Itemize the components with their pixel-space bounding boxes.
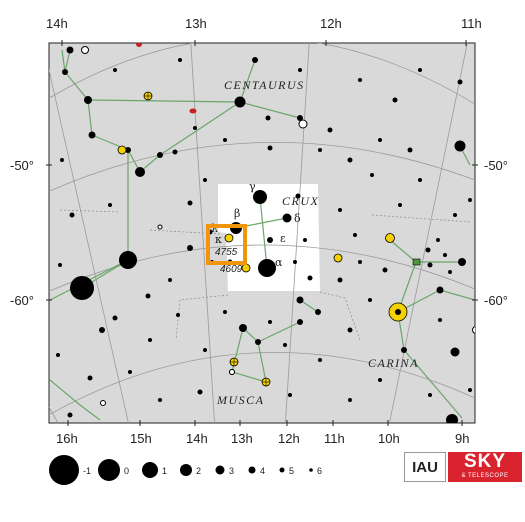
dec-label-left-60: -60° (10, 293, 34, 308)
constellation-name-centaurus: CENTAURUS (224, 78, 305, 92)
ra-label-bottom-10h: 10h (378, 431, 400, 446)
legend-label-mag-4: 4 (260, 466, 265, 476)
ra-label-bottom-16h: 16h (56, 431, 78, 446)
nebula-icon (412, 258, 421, 266)
ra-label-top-13h: 13h (185, 16, 207, 31)
cluster-4609-icon (241, 263, 251, 273)
star-label-kappa: κ (215, 233, 222, 246)
sky-logo-subtext: & TELESCOPE (461, 473, 509, 479)
red-stars (136, 43, 197, 114)
constellation-name-carina: CARINA (368, 356, 419, 370)
legend-label-mag-minus1: -1 (83, 466, 91, 476)
ra-label-top-12h: 12h (320, 16, 342, 31)
cluster-label-4755: 4755 (215, 247, 238, 258)
legend-dot-mag-3 (215, 465, 225, 475)
legend-label-mag-0: 0 (124, 466, 129, 476)
deep-sky-objects (117, 91, 421, 387)
constellation-name-musca: MUSCA (216, 393, 265, 407)
ra-label-bottom-9h: 9h (455, 431, 469, 446)
magnitude-legend: -1 0 1 2 3 4 5 6 (49, 455, 322, 485)
ra-label-bottom-11h: 11h (324, 431, 345, 446)
constellation-boundaries (59, 209, 471, 341)
legend-dot-mag-4 (248, 466, 256, 474)
border-ticks (46, 40, 478, 426)
highlight-marker (206, 224, 247, 265)
cluster-label-4609: 4609 (220, 264, 243, 275)
iau-logo: IAU (404, 452, 446, 482)
coordinate-grid (49, 43, 475, 423)
ra-label-bottom-15h: 15h (130, 431, 152, 446)
jewel-box-cluster-icon (224, 233, 234, 243)
star-label-beta: β (234, 207, 240, 220)
star-label-delta: δ (294, 212, 301, 225)
open-cluster-icon (117, 145, 127, 155)
star-label-epsilon: ε (280, 232, 286, 245)
legend-label-mag-6: 6 (317, 466, 322, 476)
ra-label-bottom-12h: 12h (278, 431, 300, 446)
legend-dot-mag-0 (98, 459, 120, 481)
dec-label-right-50: -50° (484, 158, 508, 173)
legend-dot-mag-1 (142, 462, 158, 478)
constellation-name-crux: CRUX (282, 194, 319, 208)
open-cluster-icon (333, 253, 343, 263)
constellation-lines (49, 49, 475, 421)
ra-label-top-14h: 14h (46, 16, 68, 31)
legend-label-mag-1: 1 (162, 466, 167, 476)
legend-dot-mag-2 (180, 464, 192, 476)
ra-label-bottom-14h: 14h (186, 431, 208, 446)
dec-label-left-50: -50° (10, 158, 34, 173)
legend-dot-mag-minus1 (49, 455, 79, 485)
ra-label-top-11h: 11h (461, 16, 482, 31)
ra-label-bottom-13h: 13h (231, 431, 253, 446)
publisher-logos: IAU SKY & TELESCOPE (404, 452, 522, 484)
star-label-gamma: γ (249, 180, 256, 193)
legend-label-mag-5: 5 (289, 466, 294, 476)
dec-label-right-60: -60° (484, 293, 508, 308)
open-cluster-icon (385, 233, 395, 243)
star-label-alpha: α (275, 256, 283, 269)
sky-logo-text: SKY (463, 451, 507, 472)
legend-label-mag-2: 2 (196, 466, 201, 476)
star-label-lambda: λ (211, 222, 218, 235)
legend-label-mag-3: 3 (229, 466, 234, 476)
legend-dot-mag-6 (309, 468, 313, 472)
variable-stars (81, 46, 475, 406)
legend-dot-mag-5 (279, 467, 285, 473)
sky-telescope-logo: SKY & TELESCOPE (448, 452, 522, 482)
